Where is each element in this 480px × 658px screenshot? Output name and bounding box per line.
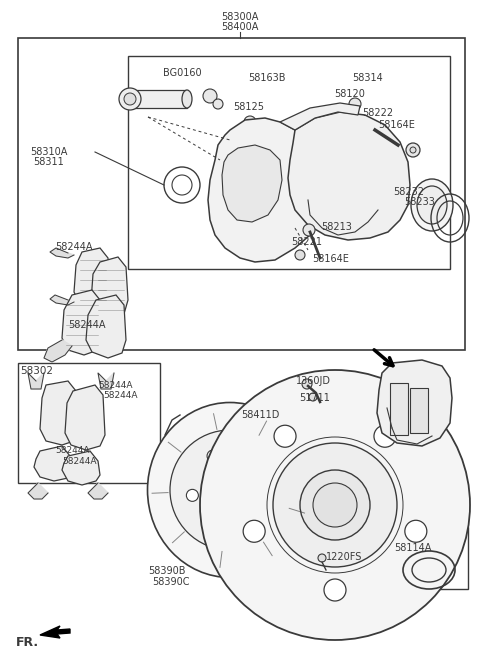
Text: 58233: 58233 [404,197,435,207]
Text: FR.: FR. [16,636,39,649]
Circle shape [295,250,305,260]
Text: 58310A: 58310A [30,147,67,157]
Text: 58164E: 58164E [378,120,415,130]
Text: 58300A: 58300A [221,12,259,22]
Circle shape [273,443,397,567]
Polygon shape [377,360,452,446]
Circle shape [367,123,377,133]
Bar [390,383,408,435]
Circle shape [243,520,265,542]
Circle shape [170,430,290,550]
Circle shape [207,450,219,462]
Circle shape [349,98,361,110]
Polygon shape [62,451,100,485]
Circle shape [200,370,470,640]
Polygon shape [74,248,110,308]
Text: 58114A: 58114A [394,543,432,553]
Polygon shape [86,295,126,358]
Text: 58244A: 58244A [68,320,106,330]
Text: 58244A: 58244A [55,242,93,252]
Circle shape [313,483,357,527]
Polygon shape [62,290,102,355]
Text: 58244A: 58244A [98,381,132,390]
Bar [128,56,450,269]
Text: 58244A: 58244A [62,457,96,466]
Text: 58244A: 58244A [103,391,137,400]
Circle shape [374,425,396,447]
Ellipse shape [127,90,137,108]
Circle shape [186,490,198,501]
Circle shape [300,470,370,540]
Circle shape [303,224,315,236]
Text: 1220FS: 1220FS [326,552,362,562]
Text: 58221: 58221 [291,237,322,247]
Polygon shape [40,626,70,638]
Polygon shape [65,385,105,450]
Text: 58411D: 58411D [241,410,279,420]
Circle shape [302,379,312,389]
Polygon shape [28,373,44,389]
Polygon shape [208,118,325,262]
Ellipse shape [147,403,312,578]
Ellipse shape [182,90,192,108]
Text: 58302: 58302 [20,366,53,376]
Circle shape [257,502,269,514]
Bar [18,38,465,350]
Circle shape [124,93,136,105]
Bar [18,363,160,483]
Polygon shape [280,103,360,130]
Circle shape [324,579,346,601]
Text: 58311: 58311 [33,157,64,167]
Text: BG0160: BG0160 [163,68,202,78]
Polygon shape [50,248,74,258]
Circle shape [405,520,427,542]
Circle shape [203,89,217,103]
Polygon shape [88,483,108,499]
Polygon shape [40,381,78,445]
Bar [132,90,187,108]
Polygon shape [34,446,72,481]
Circle shape [318,554,326,562]
Circle shape [410,147,416,153]
Text: 58244A: 58244A [55,446,89,455]
Bar [410,388,428,433]
Circle shape [251,457,263,469]
Polygon shape [50,295,74,305]
Text: 58213: 58213 [321,222,352,232]
Ellipse shape [411,179,453,231]
Polygon shape [44,340,72,362]
Text: 58390C: 58390C [152,577,190,587]
Ellipse shape [417,186,447,224]
Circle shape [406,143,420,157]
Circle shape [274,425,296,447]
Polygon shape [91,257,128,319]
Text: 1360JD: 1360JD [296,376,331,386]
Circle shape [119,88,141,110]
Text: 58125: 58125 [233,102,264,112]
Text: 58120: 58120 [334,89,365,99]
Polygon shape [98,373,114,389]
Circle shape [213,99,223,109]
Text: 58164E: 58164E [312,254,349,264]
Polygon shape [288,112,410,240]
Text: 51711: 51711 [299,393,330,403]
Polygon shape [222,145,282,222]
Text: 58222: 58222 [362,108,393,118]
Text: 58400A: 58400A [221,22,259,32]
Circle shape [217,521,229,534]
Polygon shape [28,483,48,499]
Text: 58314: 58314 [352,73,383,83]
Text: 58163B: 58163B [248,73,286,83]
Text: 58232: 58232 [393,187,424,197]
Circle shape [309,393,317,401]
Bar [390,527,468,589]
Circle shape [244,116,256,128]
Text: 58390B: 58390B [148,566,185,576]
